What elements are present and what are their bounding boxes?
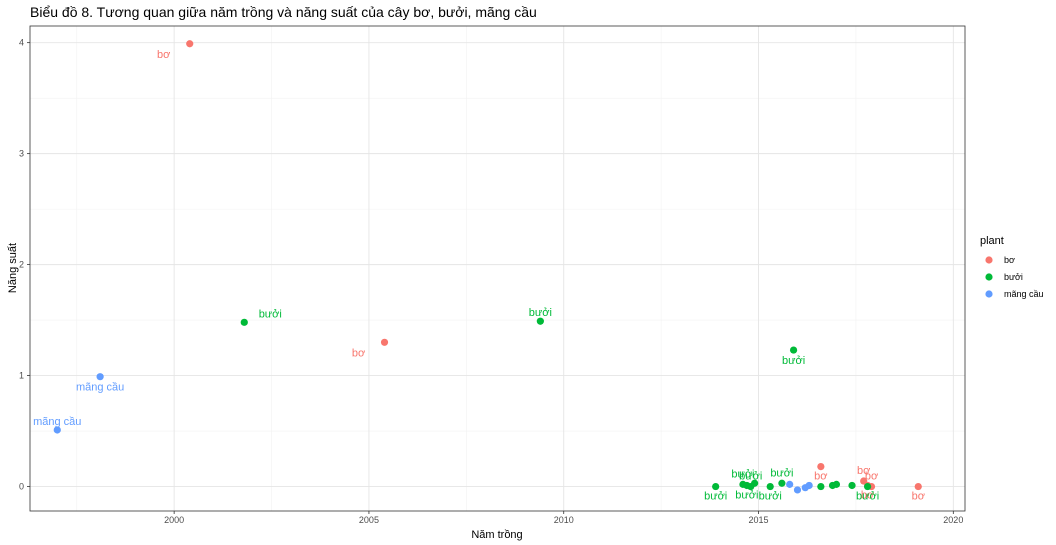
y-tick-label: 3: [19, 149, 24, 159]
point-label: bưởi: [782, 355, 805, 367]
point-label: bưởi: [739, 471, 762, 483]
data-point: [789, 346, 798, 354]
data-point: [914, 482, 922, 491]
point-label: bơ: [861, 489, 874, 501]
legend-key: [985, 290, 993, 298]
legend-key: [985, 256, 993, 264]
y-tick-label: 0: [19, 482, 24, 492]
data-point: [817, 463, 825, 471]
data-point: [766, 482, 774, 491]
point-label: bơ: [814, 471, 827, 483]
chart-title: Biểu đồ 8. Tương quan giữa năm trồng và …: [30, 4, 537, 20]
data-point: [805, 481, 813, 490]
y-tick-label: 1: [19, 371, 24, 381]
data-point: [817, 482, 825, 491]
x-tick-label: 2000: [164, 515, 184, 525]
data-point: [186, 40, 194, 48]
point-label: bơ: [157, 49, 170, 61]
legend-label: bơ: [1004, 255, 1015, 265]
point-label: bơ: [352, 347, 365, 359]
data-point: [96, 373, 104, 381]
data-point: [712, 482, 720, 491]
legend-key: [985, 273, 993, 281]
point-label: bưởi: [759, 491, 782, 503]
x-tick-label: 2015: [749, 515, 769, 525]
y-axis-title: Năng suất: [7, 243, 19, 293]
point-label: bưởi: [735, 489, 758, 501]
data-point: [793, 486, 802, 494]
legend-label: bưởi: [1004, 272, 1023, 282]
point-label: bưởi: [704, 491, 727, 503]
x-tick-label: 2010: [554, 515, 574, 525]
x-tick-label: 2005: [359, 515, 379, 525]
data-point: [751, 479, 759, 487]
plot-panel: [29, 25, 966, 512]
point-label: bơ: [865, 471, 878, 483]
legend-title: plant: [980, 235, 1004, 247]
point-label: bơ: [857, 465, 870, 477]
legend-label: mãng cầu: [1004, 289, 1044, 299]
data-point: [848, 481, 856, 490]
data-point: [832, 480, 841, 488]
point-label: bơ: [912, 491, 925, 503]
data-point: [786, 480, 794, 488]
x-tick-label: 2020: [943, 515, 963, 525]
data-point: [864, 482, 872, 491]
point-label: mãng cầu: [33, 416, 81, 428]
data-point: [380, 338, 389, 346]
point-label: bưởi: [856, 491, 879, 503]
point-label: bưởi: [259, 308, 282, 320]
point-label: bưởi: [529, 307, 552, 319]
data-point: [536, 317, 544, 325]
y-tick-label: 4: [19, 38, 24, 48]
data-point: [53, 426, 61, 434]
point-label: bưởi: [770, 467, 793, 479]
legend: plant bơ bưởi mãng cầu: [980, 235, 1044, 299]
x-axis-title: Năm trồng: [471, 529, 522, 541]
point-label: mãng cầu: [76, 382, 124, 394]
y-tick-label: 2: [19, 260, 24, 270]
data-point: [240, 318, 248, 326]
data-point: [778, 479, 786, 487]
point-label: bưởi: [731, 468, 754, 480]
